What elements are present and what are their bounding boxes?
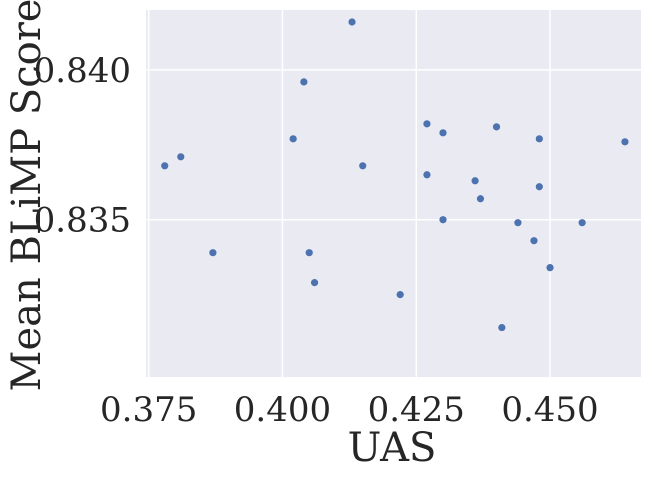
x-tick-label: 0.400: [234, 390, 331, 430]
scatter-point: [177, 153, 185, 161]
scatter-point: [471, 177, 479, 185]
x-tick-label: 0.375: [100, 390, 197, 430]
scatter-point: [498, 323, 506, 332]
scatter-point: [396, 291, 404, 299]
scatter-point: [161, 162, 169, 170]
scatter-point: [359, 162, 367, 170]
scatter-point: [492, 123, 501, 131]
scatter-point: [305, 249, 313, 257]
scatter-point: [476, 195, 485, 203]
x-tick-labels: 0.375 0.400 0.425 0.450: [100, 390, 599, 430]
scatter-point: [535, 183, 543, 191]
scatter-point: [546, 264, 554, 272]
plot-background: [146, 10, 641, 377]
scatter-point: [209, 249, 217, 257]
scatter-point: [621, 138, 629, 146]
x-axis-label: UAS: [348, 425, 437, 471]
grid-lines: [146, 10, 641, 377]
scatter-point: [289, 135, 297, 143]
scatter-point: [439, 216, 447, 224]
x-tick-label: 0.425: [368, 390, 465, 430]
scatter-point: [578, 219, 586, 227]
y-tick-label: 0.840: [34, 51, 131, 91]
scatter-point: [423, 171, 431, 179]
scatter-point: [300, 78, 308, 86]
scatter-point: [439, 129, 447, 137]
scatter-point: [530, 237, 538, 245]
y-axis-label: Mean BLiMP Score: [4, 0, 50, 391]
scatter-point: [310, 279, 319, 287]
data-points: [161, 18, 629, 332]
x-tick-label: 0.450: [501, 390, 598, 430]
scatter-point: [423, 120, 431, 128]
y-tick-labels: 0.835 0.840: [34, 51, 131, 241]
scatter-point: [514, 219, 522, 227]
scatter-point: [348, 18, 356, 26]
scatter-point: [535, 135, 543, 143]
y-tick-label: 0.835: [34, 201, 131, 241]
